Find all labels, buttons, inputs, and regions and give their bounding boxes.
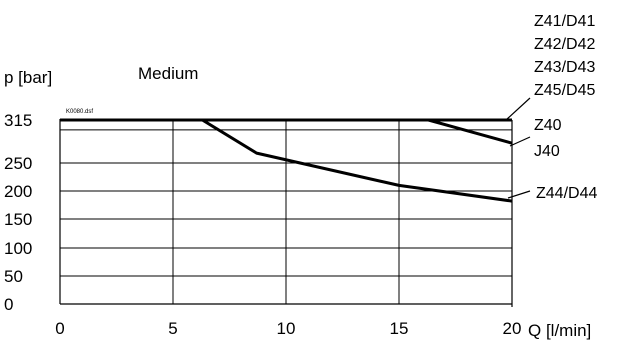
y-tick-label: 250 <box>4 154 32 173</box>
legend-label: Z41/D41 <box>534 13 595 30</box>
legend-leader-line <box>505 97 531 121</box>
x-tick-label: 10 <box>277 319 296 338</box>
plot-frame <box>59 119 513 307</box>
legend-leader-line <box>509 136 531 147</box>
legend-labels: Z41/D41 Z42/D42 Z43/D43 Z45/D45 Z40 J40 Z44/D4… <box>534 13 597 202</box>
y-tick-label: 200 <box>4 182 32 201</box>
legend-label: Z42/D42 <box>534 36 595 53</box>
x-tick-label: 15 <box>390 319 409 338</box>
legend-leader-line <box>507 190 531 199</box>
legend-label: Z43/D43 <box>534 59 595 76</box>
leader-lines <box>505 97 531 199</box>
legend-label: J40 <box>534 143 560 160</box>
x-tick-label: 5 <box>168 319 177 338</box>
legend-label: Z44/D44 <box>536 185 597 202</box>
legend-label: Z40 <box>534 117 562 134</box>
series-group <box>60 118 513 203</box>
series-line-1 <box>427 118 513 145</box>
y-tick-label: 0 <box>4 295 13 314</box>
grid <box>60 119 512 304</box>
file-tag: K0080.dsf <box>66 109 93 115</box>
y-tick-label: 150 <box>4 210 32 229</box>
x-axis-label: Q [l/min] <box>528 321 591 340</box>
chart-subtitle: Medium <box>138 64 198 83</box>
y-tick-label: 315 <box>4 111 32 130</box>
y-tick-label: 100 <box>4 239 32 258</box>
legend-label: Z45/D45 <box>534 82 595 99</box>
y-tick-label: 50 <box>4 267 23 286</box>
x-tick-label: 20 <box>503 319 522 338</box>
y-axis-label: p [bar] <box>4 68 52 87</box>
series-line-2 <box>201 118 513 203</box>
x-tick-label: 0 <box>55 319 64 338</box>
